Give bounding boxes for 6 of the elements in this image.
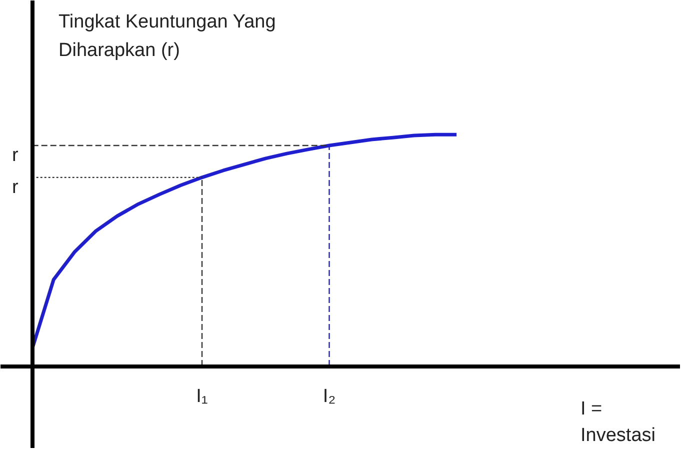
text: I = Investasi: [580, 398, 656, 446]
x-tick-label: I₂: [322, 386, 336, 408]
x-tick-label: I₁: [196, 386, 208, 408]
y-axis-title: Tingkat Keuntungan Yang Diharapkan (r): [58, 12, 276, 61]
ref-line-label: r: [12, 144, 20, 166]
ref-line-label: r: [12, 176, 20, 198]
